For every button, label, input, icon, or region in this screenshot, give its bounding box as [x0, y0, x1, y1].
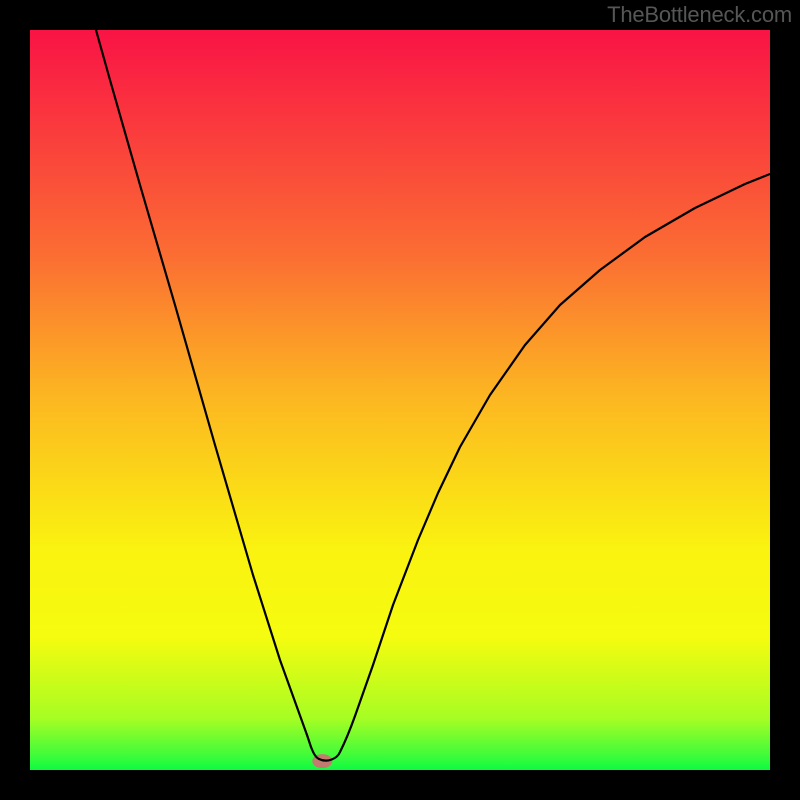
watermark-text: TheBottleneck.com [607, 2, 792, 28]
bottleneck-chart [0, 0, 800, 800]
chart-container: TheBottleneck.com [0, 0, 800, 800]
plot-background [30, 30, 770, 770]
